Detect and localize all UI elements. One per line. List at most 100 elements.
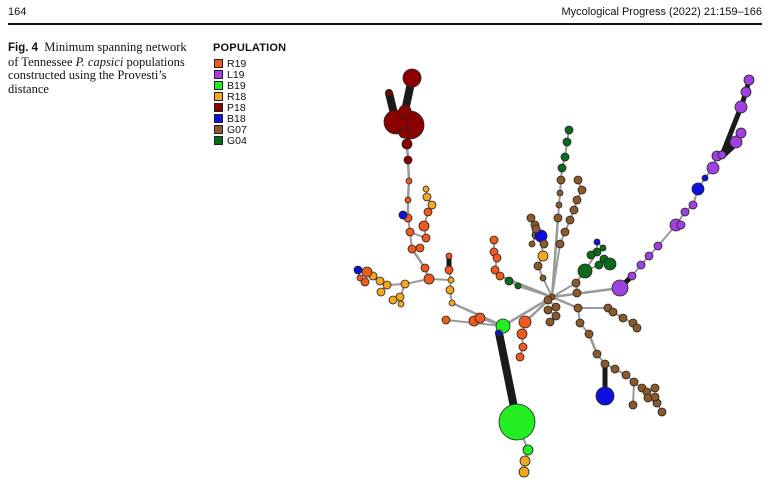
network-node-r19 bbox=[405, 177, 413, 185]
network-node-b19 bbox=[495, 318, 511, 334]
network-node-r19 bbox=[474, 312, 486, 324]
network-node-g07 bbox=[539, 239, 549, 249]
network-node-b19 bbox=[522, 444, 534, 456]
network-node-r18 bbox=[388, 295, 398, 305]
network-node-g07 bbox=[573, 175, 583, 185]
network-node-l19 bbox=[611, 279, 629, 297]
network-node-g07 bbox=[545, 317, 555, 327]
network-node-g07 bbox=[629, 377, 639, 387]
legend-swatch bbox=[214, 59, 223, 68]
legend-item-g07: G07 bbox=[213, 124, 286, 136]
figure-caption: Fig. 4 Minimum spanning network of Tenne… bbox=[8, 40, 198, 96]
network-node-g04 bbox=[599, 244, 607, 252]
network-node-g07 bbox=[526, 213, 536, 223]
network-node-r19 bbox=[407, 244, 417, 254]
network-node-g07 bbox=[556, 189, 564, 197]
network-node-g07 bbox=[610, 364, 620, 374]
network-node-g07 bbox=[551, 311, 561, 321]
network-edge bbox=[501, 295, 554, 328]
network-node-g07 bbox=[556, 175, 566, 185]
network-node-r18 bbox=[375, 276, 385, 286]
network-node-g07 bbox=[577, 185, 587, 195]
network-node-r19 bbox=[421, 233, 431, 243]
network-node-g04 bbox=[514, 282, 522, 290]
network-node-g07 bbox=[543, 305, 553, 315]
network-node-g04 bbox=[560, 152, 570, 162]
network-edge bbox=[542, 277, 553, 298]
network-node-r19 bbox=[415, 243, 425, 253]
network-node-r19 bbox=[518, 342, 528, 352]
network-node-r18 bbox=[422, 185, 430, 193]
network-node-r18 bbox=[427, 200, 437, 210]
network-node-r19 bbox=[420, 263, 430, 273]
network-node-l19 bbox=[688, 200, 698, 210]
network-node-l19 bbox=[706, 161, 720, 175]
network-node-r18 bbox=[447, 276, 455, 284]
network-node-g07 bbox=[551, 302, 561, 312]
network-node-g04 bbox=[562, 137, 572, 147]
network-node-g07 bbox=[650, 392, 660, 402]
network-node-g04 bbox=[586, 250, 596, 260]
network-node-l19 bbox=[636, 260, 646, 270]
page-number: 164 bbox=[8, 6, 27, 18]
network-node-g07 bbox=[632, 323, 642, 333]
network-node-b18 bbox=[495, 329, 503, 337]
network-node-r18 bbox=[448, 299, 456, 307]
network-node-g07 bbox=[539, 274, 547, 282]
network-node-p18 bbox=[401, 138, 413, 150]
network-node-r19 bbox=[444, 265, 454, 275]
network-node-g04 bbox=[577, 263, 593, 279]
network-node-r19 bbox=[418, 220, 430, 232]
network-node-r19 bbox=[490, 265, 500, 275]
network-node-g04 bbox=[564, 125, 574, 135]
legend-label: P18 bbox=[227, 101, 246, 114]
network-node-l19 bbox=[729, 135, 743, 149]
legend-label: L19 bbox=[227, 68, 245, 81]
network-node-l19 bbox=[717, 150, 727, 160]
network-node-b18 bbox=[691, 182, 705, 196]
legend-title: POPULATION bbox=[213, 42, 287, 54]
journal-citation: Mycological Progress (2022) 21:159–166 bbox=[561, 6, 762, 18]
network-node-l19 bbox=[653, 241, 663, 251]
network-node-p18 bbox=[385, 89, 393, 97]
legend-item-r18: R18 bbox=[213, 91, 286, 103]
network-node-g07 bbox=[543, 295, 553, 305]
legend-item-r19: R19 bbox=[213, 58, 286, 70]
network-node-g07 bbox=[572, 288, 582, 298]
network-node-r18 bbox=[422, 192, 432, 202]
network-node-g07 bbox=[569, 205, 579, 215]
network-node-r18 bbox=[376, 287, 386, 297]
network-node-r18 bbox=[400, 279, 410, 289]
legend-swatch bbox=[214, 114, 223, 123]
legend-swatch bbox=[214, 125, 223, 134]
network-node-g07 bbox=[533, 261, 543, 271]
header-rule bbox=[8, 23, 762, 25]
network-node-r19 bbox=[492, 253, 502, 263]
network-node-p18 bbox=[398, 127, 410, 139]
network-node-b18 bbox=[701, 174, 709, 182]
network-node-g07 bbox=[555, 239, 565, 249]
network-node-g07 bbox=[657, 407, 667, 417]
network-node-g07 bbox=[592, 349, 602, 359]
caption-text-end: populations constructed using the Proves… bbox=[8, 54, 185, 96]
network-node-l19 bbox=[644, 251, 654, 261]
network-node-r18 bbox=[445, 285, 455, 295]
caption-species: P. capsici bbox=[75, 54, 124, 69]
network-node-l19 bbox=[676, 220, 686, 230]
network-node-r18 bbox=[397, 300, 405, 308]
network-node-g07 bbox=[560, 227, 570, 237]
network-node-r19 bbox=[423, 273, 435, 285]
network-node-r18 bbox=[382, 280, 392, 290]
legend-item-b18: B18 bbox=[213, 113, 286, 125]
caption-text: Minimum spanning network of Tennessee bbox=[8, 40, 187, 69]
network-node-g07 bbox=[628, 400, 638, 410]
network-node-b18 bbox=[398, 210, 408, 220]
legend-swatch bbox=[214, 92, 223, 101]
network-node-g07 bbox=[571, 278, 581, 288]
network-node-p18 bbox=[402, 68, 422, 88]
network-node-g07 bbox=[608, 307, 618, 317]
network-node-g07 bbox=[621, 370, 631, 380]
network-edge bbox=[550, 286, 622, 299]
figure-label: Fig. 4 bbox=[8, 42, 39, 54]
network-node-b18 bbox=[595, 386, 615, 406]
